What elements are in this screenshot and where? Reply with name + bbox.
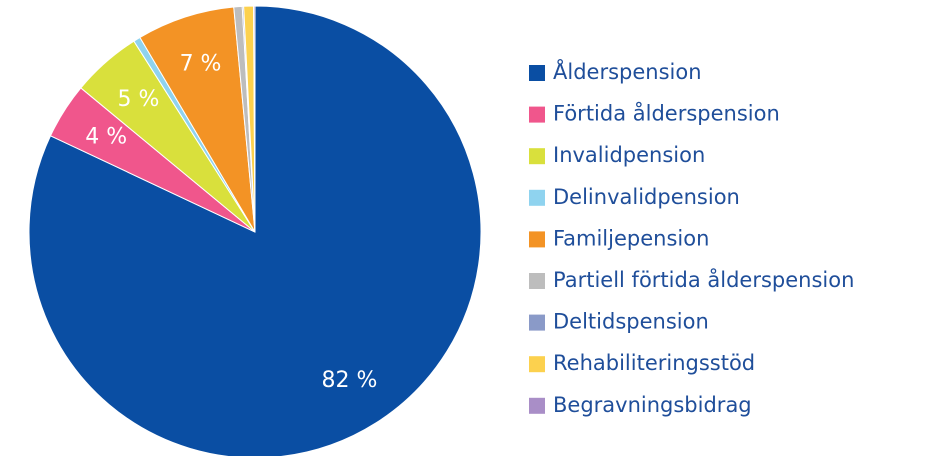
pie-slice <box>253 5 256 233</box>
pie-slice <box>28 5 482 456</box>
legend-label: Familjepension <box>553 226 709 250</box>
slice-label: 7 % <box>180 51 222 76</box>
legend-swatch <box>529 397 545 414</box>
legend-label: Rehabiliteringsstöd <box>553 351 755 375</box>
legend-label: Ålderspension <box>553 58 702 84</box>
legend-swatch <box>529 273 545 289</box>
slice-label: 4 % <box>85 125 127 150</box>
legend-swatch <box>529 106 545 123</box>
legend-swatch <box>529 189 545 206</box>
legend-swatch <box>529 231 545 248</box>
legend-label: Invalidpension <box>553 143 705 167</box>
slice-label: 82 % <box>322 368 378 393</box>
legend-label: Förtida ålderspension <box>553 101 780 126</box>
legend-label: Deltidspension <box>553 310 709 334</box>
legend-label: Delinvalidpension <box>553 185 740 209</box>
legend-swatch <box>529 314 545 331</box>
legend-swatch <box>529 356 545 373</box>
legend-swatch <box>529 65 545 81</box>
legend-swatch <box>529 148 545 165</box>
legend-label: Partiell förtida ålderspension <box>553 267 854 292</box>
legend-label: Begravningsbidrag <box>553 393 752 417</box>
slice-label: 5 % <box>117 87 159 112</box>
